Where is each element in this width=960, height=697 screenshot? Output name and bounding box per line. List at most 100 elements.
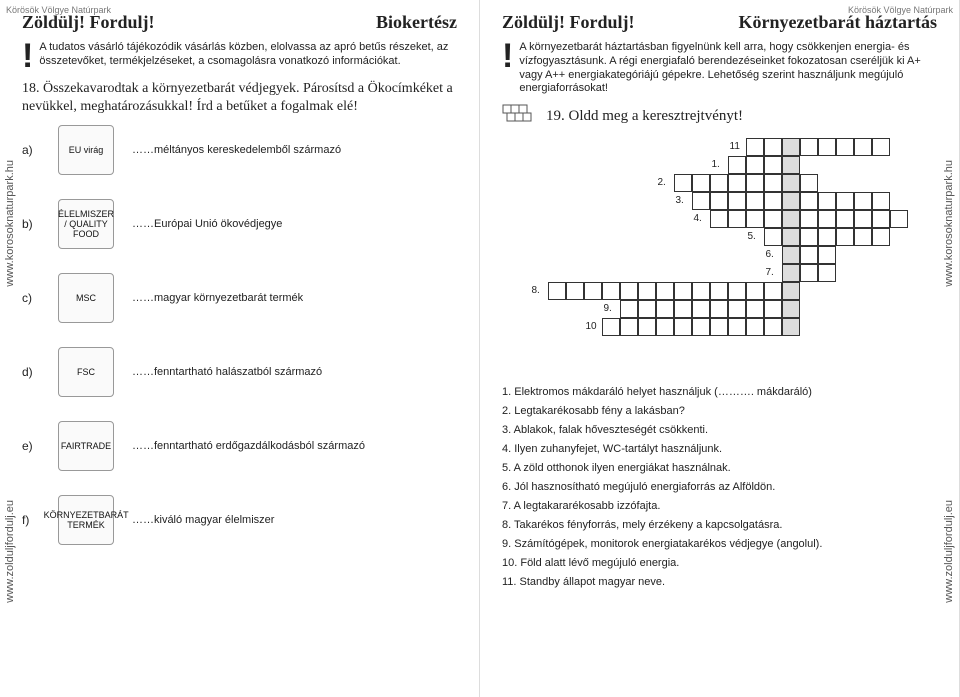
crossword-cell[interactable] bbox=[746, 210, 764, 228]
crossword-cell[interactable] bbox=[782, 264, 800, 282]
crossword-cell[interactable] bbox=[638, 318, 656, 336]
crossword-cell[interactable] bbox=[872, 192, 890, 210]
crossword-cell[interactable] bbox=[692, 192, 710, 210]
crossword-cell[interactable] bbox=[674, 282, 692, 300]
crossword-cell[interactable] bbox=[692, 174, 710, 192]
crossword-cell[interactable] bbox=[818, 264, 836, 282]
crossword-cell[interactable] bbox=[728, 174, 746, 192]
crossword-cell[interactable] bbox=[746, 192, 764, 210]
crossword-cell[interactable] bbox=[674, 318, 692, 336]
crossword-cell[interactable] bbox=[836, 192, 854, 210]
crossword-cell[interactable] bbox=[746, 174, 764, 192]
crossword-cell[interactable] bbox=[710, 192, 728, 210]
crossword-cell[interactable] bbox=[566, 282, 584, 300]
clue-item: 2. Legtakarékosabb fény a lakásban? bbox=[502, 403, 937, 420]
crossword-cell[interactable] bbox=[692, 318, 710, 336]
crossword-cell[interactable] bbox=[764, 318, 782, 336]
crossword-cell[interactable] bbox=[602, 282, 620, 300]
crossword-cell[interactable] bbox=[854, 210, 872, 228]
crossword-cell[interactable] bbox=[764, 138, 782, 156]
crossword-cell[interactable] bbox=[764, 192, 782, 210]
crossword-cell[interactable] bbox=[782, 318, 800, 336]
crossword-cell[interactable] bbox=[818, 192, 836, 210]
crossword-cell[interactable] bbox=[782, 282, 800, 300]
crossword-cell[interactable] bbox=[782, 228, 800, 246]
crossword-cell[interactable] bbox=[854, 192, 872, 210]
crossword-cell[interactable] bbox=[818, 210, 836, 228]
crossword-cell[interactable] bbox=[602, 318, 620, 336]
crossword-cell[interactable] bbox=[872, 228, 890, 246]
crossword-cell[interactable] bbox=[710, 174, 728, 192]
crossword-cell[interactable] bbox=[674, 300, 692, 318]
crossword-cell[interactable] bbox=[836, 210, 854, 228]
crossword-cell[interactable] bbox=[656, 282, 674, 300]
crossword-cell[interactable] bbox=[836, 138, 854, 156]
header-title: Zöldülj! Fordulj! bbox=[502, 12, 635, 33]
row-number: 9. bbox=[604, 303, 612, 314]
crossword-cell[interactable] bbox=[782, 300, 800, 318]
crossword-cell[interactable] bbox=[800, 138, 818, 156]
crossword-cell[interactable] bbox=[782, 192, 800, 210]
crossword-cell[interactable] bbox=[800, 228, 818, 246]
crossword-cell[interactable] bbox=[620, 318, 638, 336]
crossword-cell[interactable] bbox=[800, 210, 818, 228]
crossword-cell[interactable] bbox=[800, 192, 818, 210]
crossword-cell[interactable] bbox=[836, 228, 854, 246]
crossword-cell[interactable] bbox=[818, 138, 836, 156]
crossword-cell[interactable] bbox=[674, 174, 692, 192]
crossword-cell[interactable] bbox=[782, 138, 800, 156]
crossword-cell[interactable] bbox=[692, 282, 710, 300]
crossword-cell[interactable] bbox=[872, 210, 890, 228]
crossword-cell[interactable] bbox=[854, 138, 872, 156]
crossword-cell[interactable] bbox=[656, 300, 674, 318]
header-left: Zöldülj! Fordulj! Biokertész bbox=[22, 12, 457, 33]
crossword-cell[interactable] bbox=[710, 210, 728, 228]
exclamation-icon: ! bbox=[502, 41, 513, 96]
crossword-cell[interactable] bbox=[638, 282, 656, 300]
crossword-cell[interactable] bbox=[710, 282, 728, 300]
crossword-cell[interactable] bbox=[746, 300, 764, 318]
crossword-cell[interactable] bbox=[728, 300, 746, 318]
row-number: 3. bbox=[676, 195, 684, 206]
crossword-cell[interactable] bbox=[764, 282, 782, 300]
crossword-cell[interactable] bbox=[764, 210, 782, 228]
crossword-cell[interactable] bbox=[746, 138, 764, 156]
crossword-cell[interactable] bbox=[764, 300, 782, 318]
crossword-cell[interactable] bbox=[764, 228, 782, 246]
eco-label-emblem: ÉLELMISZER / QUALITY FOOD bbox=[58, 199, 114, 249]
crossword-cell[interactable] bbox=[692, 300, 710, 318]
eco-label-emblem: KÖRNYEZETBARÁT TERMÉK bbox=[58, 495, 114, 545]
header-right: Zöldülj! Fordulj! Környezetbarát háztart… bbox=[502, 12, 937, 33]
crossword-cell[interactable] bbox=[746, 156, 764, 174]
crossword-cell[interactable] bbox=[584, 282, 602, 300]
crossword-cell[interactable] bbox=[800, 264, 818, 282]
crossword-cell[interactable] bbox=[620, 282, 638, 300]
crossword-cell[interactable] bbox=[728, 192, 746, 210]
crossword-cell[interactable] bbox=[782, 246, 800, 264]
clue-list: 1. Elektromos mákdaráló helyet használju… bbox=[502, 384, 937, 592]
crossword-cell[interactable] bbox=[764, 174, 782, 192]
crossword-cell[interactable] bbox=[656, 318, 674, 336]
crossword-cell[interactable] bbox=[728, 318, 746, 336]
crossword-cell[interactable] bbox=[800, 246, 818, 264]
crossword-cell[interactable] bbox=[782, 174, 800, 192]
crossword-cell[interactable] bbox=[638, 300, 656, 318]
crossword-cell[interactable] bbox=[746, 318, 764, 336]
crossword-cell[interactable] bbox=[818, 228, 836, 246]
crossword-cell[interactable] bbox=[746, 282, 764, 300]
crossword-cell[interactable] bbox=[728, 210, 746, 228]
crossword-cell[interactable] bbox=[890, 210, 908, 228]
crossword-cell[interactable] bbox=[800, 174, 818, 192]
crossword-cell[interactable] bbox=[728, 282, 746, 300]
crossword-cell[interactable] bbox=[872, 138, 890, 156]
crossword-cell[interactable] bbox=[548, 282, 566, 300]
crossword-cell[interactable] bbox=[782, 156, 800, 174]
crossword-cell[interactable] bbox=[782, 210, 800, 228]
crossword-cell[interactable] bbox=[854, 228, 872, 246]
crossword-cell[interactable] bbox=[818, 246, 836, 264]
crossword-cell[interactable] bbox=[728, 156, 746, 174]
crossword-cell[interactable] bbox=[620, 300, 638, 318]
crossword-cell[interactable] bbox=[710, 318, 728, 336]
crossword-cell[interactable] bbox=[764, 156, 782, 174]
crossword-cell[interactable] bbox=[710, 300, 728, 318]
